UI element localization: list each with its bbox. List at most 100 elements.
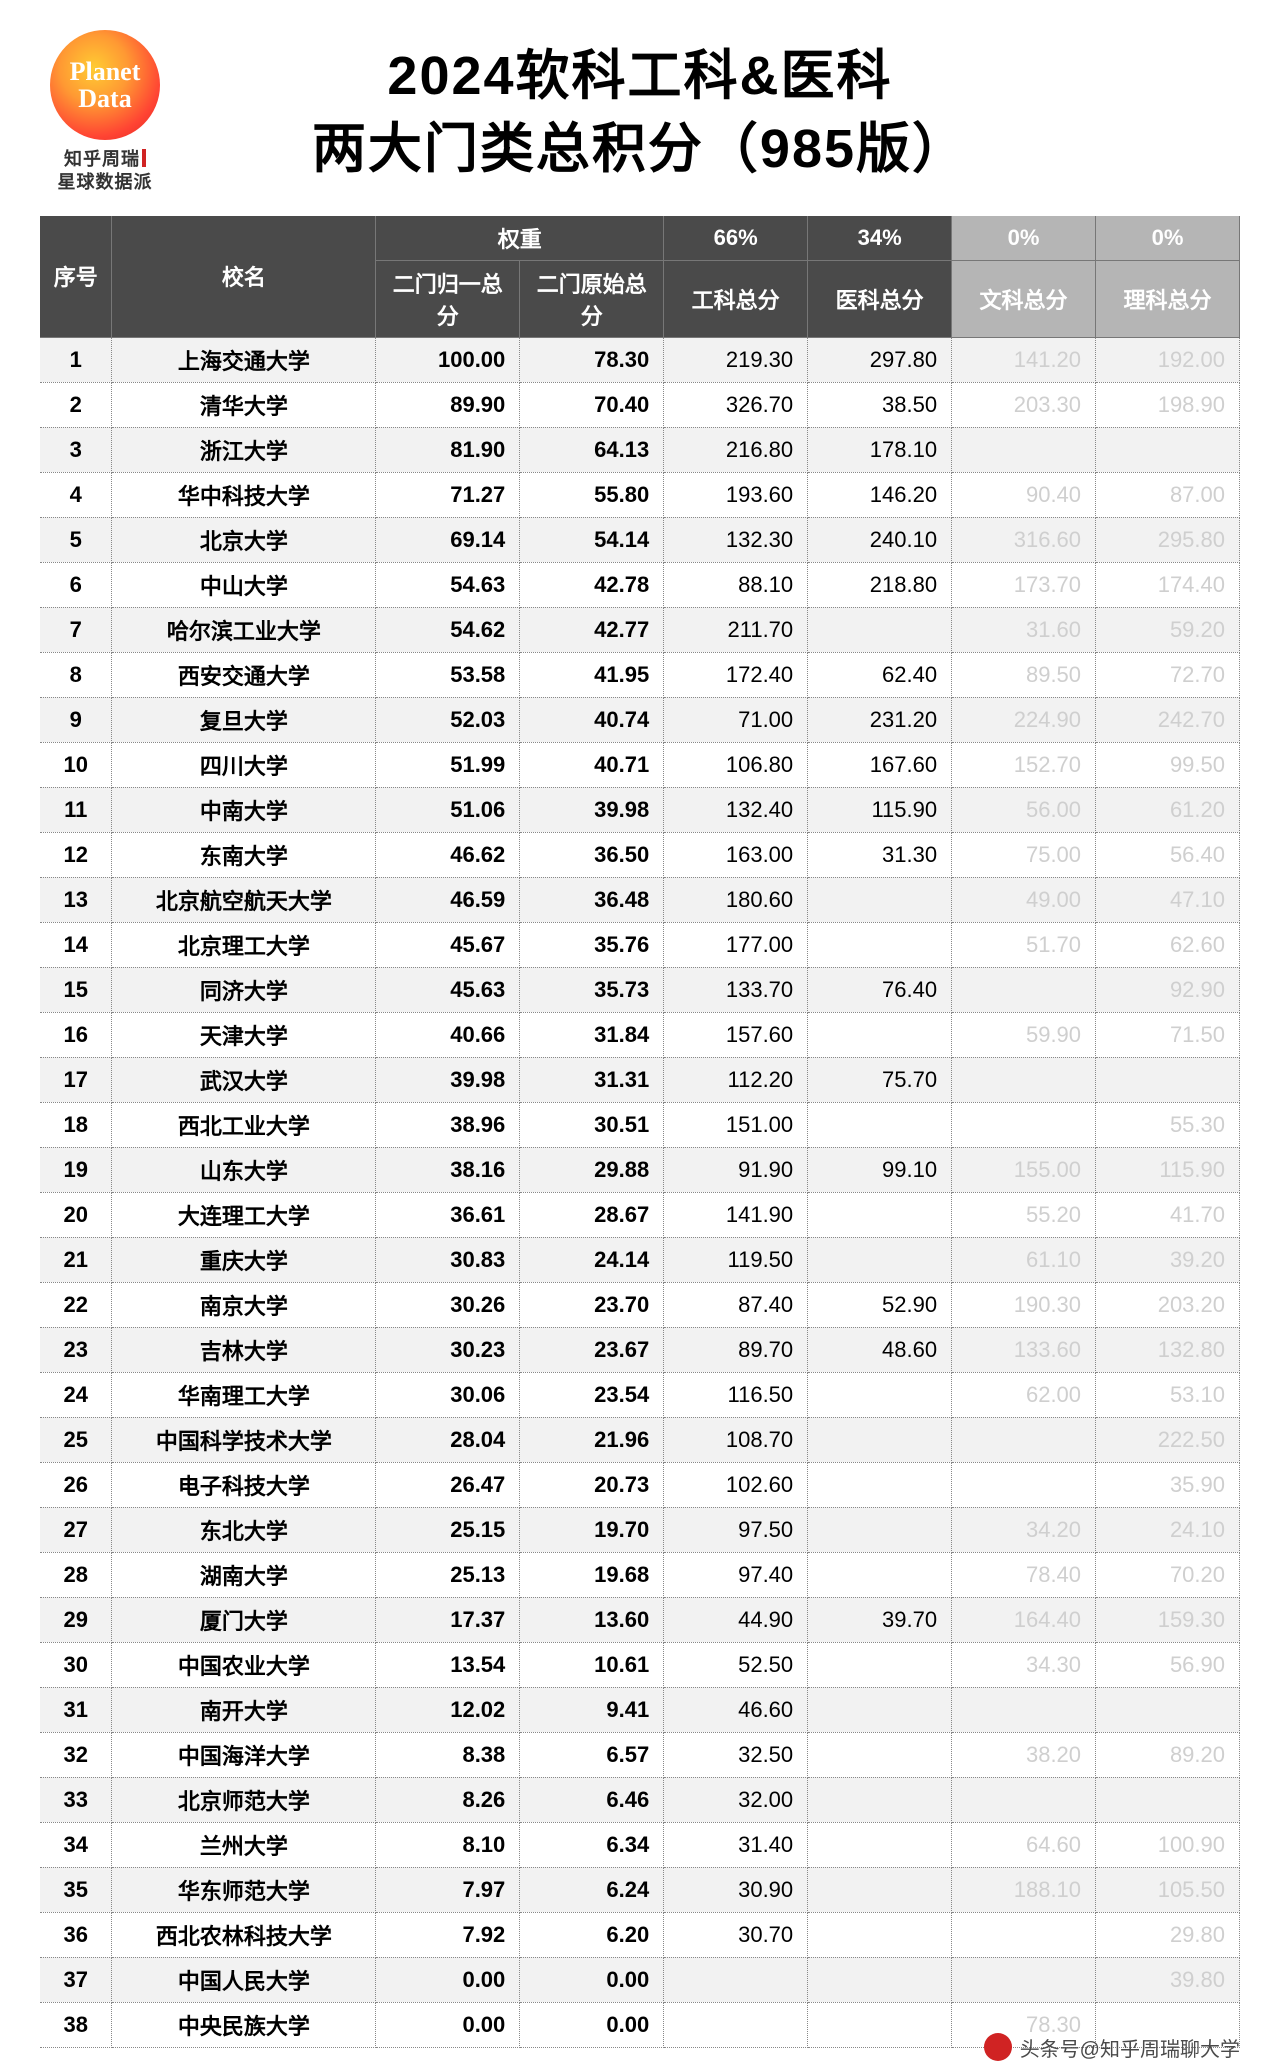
table-row: 23吉林大学30.2323.6789.7048.60133.60132.80 [40,1327,1240,1372]
cell-med: 76.40 [808,967,952,1012]
cell-eng: 88.10 [664,562,808,607]
cell-eng: 177.00 [664,922,808,967]
cell-lit [952,1102,1096,1147]
cell-lit: 133.60 [952,1327,1096,1372]
cell-w2: 31.31 [520,1057,664,1102]
cell-eng: 44.90 [664,1597,808,1642]
cell-idx: 7 [40,607,112,652]
table-row: 26电子科技大学26.4720.73102.6035.90 [40,1462,1240,1507]
cell-w1: 71.27 [376,472,520,517]
cell-w1: 8.38 [376,1732,520,1777]
cell-eng: 71.00 [664,697,808,742]
cell-w2: 6.57 [520,1732,664,1777]
cell-name: 华南理工大学 [112,1372,376,1417]
table-row: 10四川大学51.9940.71106.80167.60152.7099.50 [40,742,1240,787]
cell-w1: 46.62 [376,832,520,877]
cell-idx: 14 [40,922,112,967]
cell-lit [952,1462,1096,1507]
cell-sci: 89.20 [1096,1732,1240,1777]
cell-med [808,1732,952,1777]
cell-sci: 29.80 [1096,1912,1240,1957]
cell-name: 中山大学 [112,562,376,607]
cell-w1: 81.90 [376,427,520,472]
cell-name: 同济大学 [112,967,376,1012]
cell-idx: 33 [40,1777,112,1822]
cell-name: 北京师范大学 [112,1777,376,1822]
cell-lit: 75.00 [952,832,1096,877]
cell-med [808,922,952,967]
cell-idx: 20 [40,1192,112,1237]
cell-w2: 78.30 [520,337,664,382]
col-header-lit-pct: 0% [952,216,1096,261]
cell-idx: 3 [40,427,112,472]
cell-sci: 59.20 [1096,607,1240,652]
cell-eng: 163.00 [664,832,808,877]
cell-sci: 222.50 [1096,1417,1240,1462]
cell-lit: 316.60 [952,517,1096,562]
footer-credit: 头条号@知乎周瑞聊大学 [984,2033,1240,2062]
table-body: 1上海交通大学100.0078.30219.30297.80141.20192.… [40,337,1240,2047]
cell-name: 山东大学 [112,1147,376,1192]
cell-w2: 6.34 [520,1822,664,1867]
cell-sci: 39.20 [1096,1237,1240,1282]
cell-sci [1096,1687,1240,1732]
table-row: 12东南大学46.6236.50163.0031.3075.0056.40 [40,832,1240,877]
cell-eng [664,1957,808,2002]
cell-eng: 102.60 [664,1462,808,1507]
cell-w1: 54.62 [376,607,520,652]
cell-w2: 6.46 [520,1777,664,1822]
cell-w1: 52.03 [376,697,520,742]
table-row: 6中山大学54.6342.7888.10218.80173.70174.40 [40,562,1240,607]
cell-idx: 32 [40,1732,112,1777]
cell-sci: 41.70 [1096,1192,1240,1237]
cell-w2: 42.78 [520,562,664,607]
cell-lit: 34.20 [952,1507,1096,1552]
cell-name: 东南大学 [112,832,376,877]
cell-w1: 8.26 [376,1777,520,1822]
cell-med: 231.20 [808,697,952,742]
cell-eng: 106.80 [664,742,808,787]
table-row: 3浙江大学81.9064.13216.80178.10 [40,427,1240,472]
cell-sci: 24.10 [1096,1507,1240,1552]
cell-w1: 69.14 [376,517,520,562]
col-header-weight-group: 权重 [376,216,664,261]
cell-eng: 116.50 [664,1372,808,1417]
cell-sci: 39.80 [1096,1957,1240,2002]
cell-name: 浙江大学 [112,427,376,472]
cell-idx: 28 [40,1552,112,1597]
cell-idx: 27 [40,1507,112,1552]
cell-lit: 164.40 [952,1597,1096,1642]
cell-eng: 132.30 [664,517,808,562]
cell-eng: 97.40 [664,1552,808,1597]
cell-eng: 193.60 [664,472,808,517]
cell-w2: 39.98 [520,787,664,832]
cell-sci: 99.50 [1096,742,1240,787]
cell-w2: 31.84 [520,1012,664,1057]
cell-w2: 9.41 [520,1687,664,1732]
cell-eng: 112.20 [664,1057,808,1102]
cell-idx: 4 [40,472,112,517]
cell-med: 52.90 [808,1282,952,1327]
cell-idx: 31 [40,1687,112,1732]
cell-w1: 39.98 [376,1057,520,1102]
cell-lit [952,967,1096,1012]
cell-sci: 198.90 [1096,382,1240,427]
col-header-eng: 工科总分 [664,260,808,337]
col-header-lit: 文科总分 [952,260,1096,337]
cell-w1: 0.00 [376,2002,520,2047]
cell-med: 115.90 [808,787,952,832]
cell-w2: 28.67 [520,1192,664,1237]
cell-name: 华中科技大学 [112,472,376,517]
cell-sci: 71.50 [1096,1012,1240,1057]
cell-sci: 56.90 [1096,1642,1240,1687]
credit-prefix: 头条号@ [1020,2039,1100,2061]
cell-idx: 30 [40,1642,112,1687]
cell-w1: 45.67 [376,922,520,967]
table-row: 30中国农业大学13.5410.6152.5034.3056.90 [40,1642,1240,1687]
cell-name: 西北工业大学 [112,1102,376,1147]
table-row: 37中国人民大学0.000.0039.80 [40,1957,1240,2002]
cell-lit [952,1912,1096,1957]
cell-w2: 6.20 [520,1912,664,1957]
table-row: 28湖南大学25.1319.6897.4078.4070.20 [40,1552,1240,1597]
cell-name: 中国科学技术大学 [112,1417,376,1462]
